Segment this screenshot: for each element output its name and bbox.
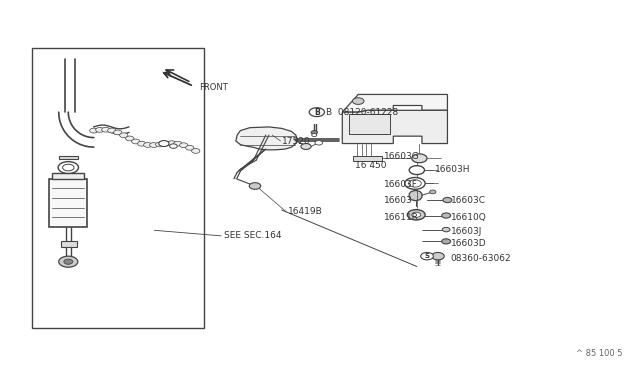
Bar bbox=[49, 179, 88, 227]
Text: 16 450: 16 450 bbox=[355, 161, 387, 170]
Circle shape bbox=[442, 213, 451, 218]
Text: SEE SEC.164: SEE SEC.164 bbox=[225, 231, 282, 240]
Circle shape bbox=[59, 256, 78, 267]
Circle shape bbox=[442, 227, 450, 232]
Text: B: B bbox=[314, 108, 320, 117]
Circle shape bbox=[170, 144, 177, 148]
Circle shape bbox=[353, 98, 364, 105]
Bar bbox=[61, 241, 77, 247]
Circle shape bbox=[249, 183, 260, 189]
Circle shape bbox=[120, 133, 128, 138]
Text: 16603G: 16603G bbox=[384, 152, 419, 161]
Circle shape bbox=[138, 141, 146, 146]
Circle shape bbox=[191, 148, 200, 153]
Text: 16419B: 16419B bbox=[288, 207, 323, 217]
Text: 16610Q: 16610Q bbox=[451, 213, 486, 222]
Circle shape bbox=[143, 142, 152, 147]
Polygon shape bbox=[342, 94, 447, 112]
Circle shape bbox=[431, 253, 444, 260]
Text: FRONT: FRONT bbox=[199, 83, 228, 92]
Circle shape bbox=[309, 108, 324, 116]
Circle shape bbox=[125, 136, 134, 141]
Text: 16603: 16603 bbox=[384, 196, 412, 205]
Bar bbox=[353, 157, 382, 161]
Circle shape bbox=[408, 180, 421, 187]
Circle shape bbox=[168, 141, 176, 145]
Circle shape bbox=[311, 131, 317, 134]
Text: 17520: 17520 bbox=[282, 137, 310, 146]
Text: 08360-63062: 08360-63062 bbox=[451, 254, 511, 263]
Text: 16603H: 16603H bbox=[435, 165, 470, 174]
Circle shape bbox=[114, 130, 122, 135]
Circle shape bbox=[63, 164, 74, 171]
Bar bbox=[349, 114, 390, 134]
Circle shape bbox=[90, 128, 98, 133]
Text: 16603F: 16603F bbox=[384, 180, 417, 189]
Circle shape bbox=[412, 212, 420, 217]
Circle shape bbox=[64, 259, 73, 264]
Text: 16603D: 16603D bbox=[451, 239, 486, 248]
Circle shape bbox=[159, 141, 169, 147]
Bar bbox=[59, 156, 78, 160]
Circle shape bbox=[409, 166, 424, 174]
Circle shape bbox=[108, 128, 116, 133]
Circle shape bbox=[156, 142, 164, 147]
Polygon shape bbox=[409, 190, 422, 201]
Circle shape bbox=[95, 128, 104, 132]
Circle shape bbox=[420, 253, 433, 260]
Circle shape bbox=[429, 190, 436, 194]
Circle shape bbox=[315, 141, 323, 145]
Circle shape bbox=[412, 154, 427, 163]
Circle shape bbox=[312, 134, 317, 137]
Text: 16603J: 16603J bbox=[451, 227, 482, 236]
Circle shape bbox=[150, 142, 158, 147]
Text: 16603C: 16603C bbox=[451, 196, 486, 205]
Circle shape bbox=[186, 145, 194, 150]
Circle shape bbox=[404, 177, 425, 189]
Circle shape bbox=[162, 141, 170, 146]
Circle shape bbox=[132, 139, 140, 144]
Circle shape bbox=[443, 198, 452, 203]
Circle shape bbox=[58, 161, 79, 173]
Circle shape bbox=[180, 143, 188, 148]
Polygon shape bbox=[236, 127, 298, 150]
Text: B  08120-61228: B 08120-61228 bbox=[326, 108, 399, 117]
Bar bbox=[32, 48, 204, 328]
Polygon shape bbox=[342, 110, 447, 144]
Circle shape bbox=[407, 210, 425, 220]
Circle shape bbox=[442, 239, 451, 244]
Circle shape bbox=[173, 141, 182, 146]
Circle shape bbox=[301, 144, 311, 150]
Bar bbox=[52, 173, 84, 179]
Text: 16611R: 16611R bbox=[384, 213, 419, 222]
Circle shape bbox=[102, 127, 110, 132]
Text: S: S bbox=[424, 253, 429, 259]
Text: ^ 85 100 5: ^ 85 100 5 bbox=[576, 349, 623, 358]
